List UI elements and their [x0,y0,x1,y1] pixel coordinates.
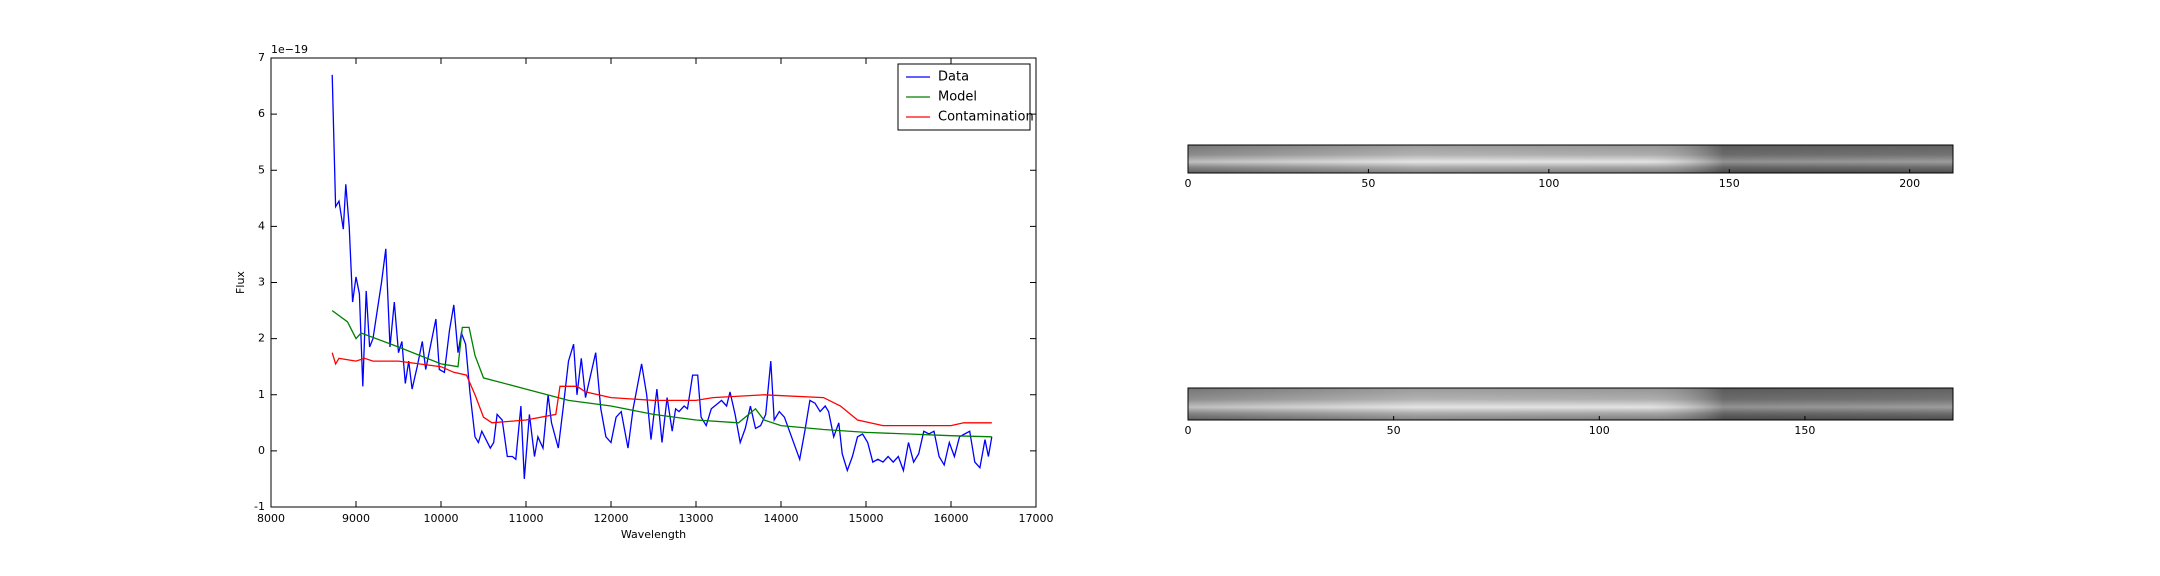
x-tick-label: 150 [1794,424,1815,437]
x-tick-label: 100 [1538,177,1559,190]
x-tick-label: 0 [1185,177,1192,190]
y-tick-label: 3 [258,276,265,289]
y-tick-label: 5 [258,163,265,176]
x-tick-label: 14000 [764,512,799,525]
x-tick-label: 200 [1899,177,1920,190]
legend-label: Data [938,70,969,85]
x-tick-label: 50 [1361,177,1375,190]
image-shade [1188,145,1953,173]
axes-frame [1187,387,1954,421]
x-tick-label: 17000 [1019,512,1054,525]
x-tick-label: 10000 [424,512,459,525]
axes-frame [1187,144,1954,174]
x-tick-label: 8000 [257,512,285,525]
y-tick-label: 2 [258,332,265,345]
legend-label: Model [938,90,977,105]
x-tick-label: 0 [1185,424,1192,437]
x-tick-label: 50 [1387,424,1401,437]
data-line [331,310,992,438]
offset-text: 1e−19 [271,43,308,56]
x-tick-label: 100 [1589,424,1610,437]
y-tick-label: 0 [258,444,265,457]
x-tick-label: 11000 [509,512,544,525]
data-line [331,74,993,479]
legend-label: Contamination [938,110,1034,125]
image-shade [1188,388,1953,420]
x-tick-label: 13000 [679,512,714,525]
y-tick-label: -1 [254,500,265,513]
y-tick-label: 1 [258,388,265,401]
y-axis-label: Flux [234,271,247,294]
x-tick-label: 150 [1719,177,1740,190]
y-tick-label: 7 [258,51,265,64]
x-tick-label: 12000 [594,512,629,525]
x-axis-label: Wavelength [621,528,686,541]
y-tick-label: 4 [258,219,265,232]
y-tick-label: 6 [258,107,265,120]
x-tick-label: 16000 [934,512,969,525]
x-tick-label: 9000 [342,512,370,525]
x-tick-label: 15000 [849,512,884,525]
data-line [331,352,992,427]
